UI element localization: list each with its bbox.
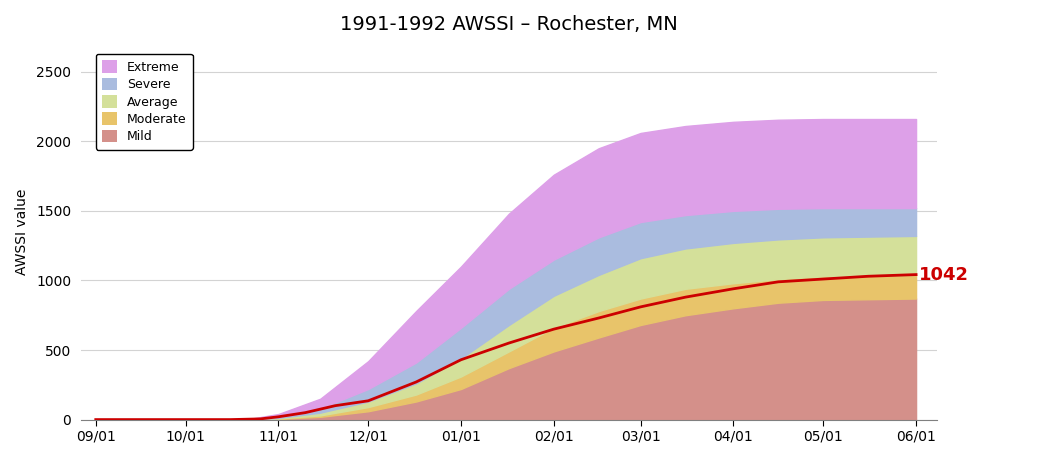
Y-axis label: AWSSI value: AWSSI value [15,189,29,275]
Text: 1042: 1042 [919,266,969,284]
Legend: Extreme, Severe, Average, Moderate, Mild: Extreme, Severe, Average, Moderate, Mild [95,54,193,150]
Title: 1991-1992 AWSSI – Rochester, MN: 1991-1992 AWSSI – Rochester, MN [340,15,678,34]
